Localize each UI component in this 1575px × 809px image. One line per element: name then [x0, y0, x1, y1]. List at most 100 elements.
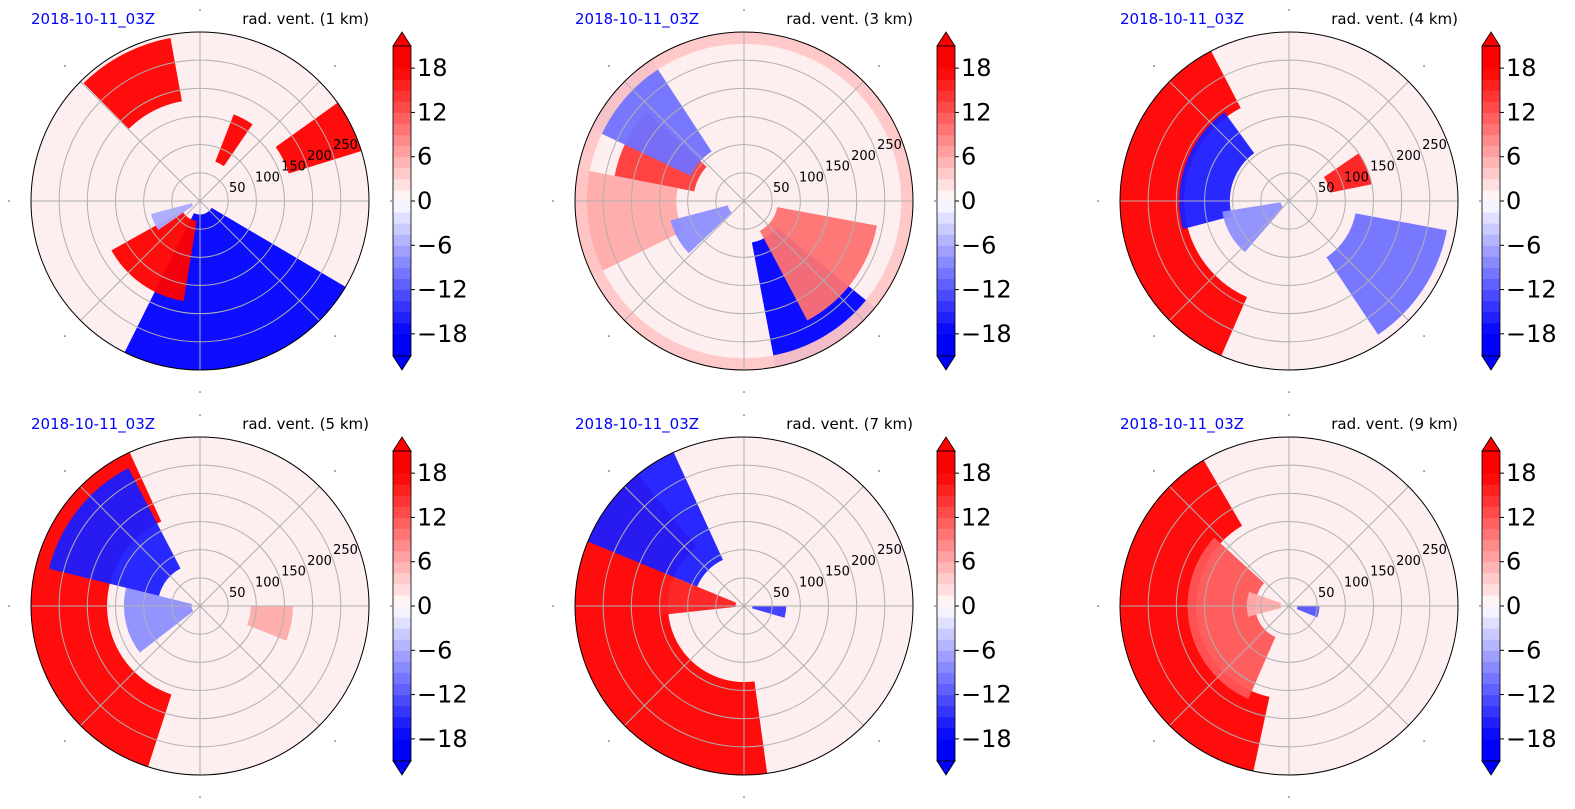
colorbar-segment [1482, 462, 1500, 474]
angular-tick-dot [552, 605, 554, 607]
colorbar-segment [393, 462, 411, 474]
colorbar-segment [937, 289, 955, 302]
colorbar-segment [1482, 167, 1500, 180]
colorbar-segment [1482, 749, 1500, 762]
colorbar-segment [1482, 672, 1500, 684]
colorbar-tick-label: 18 [1506, 54, 1537, 82]
colorbar-tick-label: −18 [417, 320, 468, 348]
angular-tick-dot [608, 740, 610, 742]
angular-tick-dot [1479, 200, 1481, 202]
colorbar-tick-label: 6 [961, 548, 976, 576]
colorbar-tick-label: 12 [961, 503, 992, 531]
angular-tick-dot [552, 200, 554, 202]
colorbar-segment [393, 650, 411, 662]
colorbar-segment [937, 333, 955, 346]
angular-tick-dot [1153, 335, 1155, 337]
angular-gridline [743, 200, 864, 321]
angular-gridline [1169, 486, 1290, 607]
colorbar-segment [393, 245, 411, 257]
colorbar-segment [937, 234, 955, 246]
colorbar-tick-label: 12 [1506, 503, 1537, 531]
contour-region-3 [575, 168, 684, 276]
colorbar-tick-label: −12 [961, 681, 1012, 709]
colorbar-segment [393, 539, 411, 552]
colorbar-segment [393, 101, 411, 113]
colorbar-tick-label: −6 [417, 636, 452, 664]
polar-frame [574, 436, 914, 776]
colorbar: 18 12 6 0 −6 −12 −18 [1481, 31, 1557, 371]
radial-tick-label: 250 [1422, 138, 1447, 153]
colorbar-tick-label: 0 [417, 187, 432, 215]
colorbar-segment [937, 672, 955, 684]
angular-tick-dot [1288, 9, 1290, 11]
contour-region-2 [1179, 112, 1255, 230]
colorbar-extend-max [1481, 31, 1501, 47]
colorbar-segment [1482, 738, 1500, 751]
colorbar-segment [393, 727, 411, 740]
angular-gridline [624, 486, 745, 607]
colorbar-segment [393, 495, 411, 507]
colorbar-segment [393, 267, 411, 279]
colorbar-tick-label: 0 [417, 592, 432, 620]
angular-tick-dot [1479, 605, 1481, 607]
contour-region-4 [247, 606, 293, 641]
colorbar-tick-label: −12 [1506, 276, 1557, 304]
colorbar-segment [937, 223, 955, 235]
colorbar-segment [1482, 90, 1500, 102]
colorbar-tick-label: 18 [417, 459, 448, 487]
contour-region-5 [111, 210, 197, 302]
colorbar-segment [937, 201, 955, 213]
colorbar-tick-label: −6 [417, 231, 452, 259]
colorbar-segment [1482, 716, 1500, 729]
angular-tick-dot [878, 740, 880, 742]
radial-tick-label: 250 [877, 138, 902, 153]
colorbar-segment [393, 506, 411, 518]
colorbar-segment [1482, 289, 1500, 302]
colorbar-segment [937, 506, 955, 518]
colorbar-segment [393, 112, 411, 124]
colorbar-segment [1482, 661, 1500, 673]
colorbar-tick-label: −18 [1506, 320, 1557, 348]
colorbar-segment [937, 727, 955, 740]
colorbar-segment [937, 245, 955, 257]
polar-frame [574, 31, 914, 371]
angular-tick-dot [64, 65, 66, 67]
colorbar-segment [1482, 189, 1500, 202]
angular-tick-dot [743, 9, 745, 11]
colorbar-extend-max [392, 31, 412, 47]
colorbar-segment [937, 189, 955, 202]
colorbar-segment [1482, 201, 1500, 213]
colorbar-segment [393, 694, 411, 707]
angular-tick-dot [743, 796, 745, 798]
date-label: 2018-10-11_03Z [1120, 415, 1244, 434]
colorbar-tick-label: 12 [417, 98, 448, 126]
colorbar-tick-label: 18 [417, 54, 448, 82]
colorbar-segment [1482, 694, 1500, 707]
angular-gridline [743, 81, 864, 202]
angular-tick-dot [878, 335, 880, 337]
angular-gridline [624, 81, 745, 202]
angular-tick-dot [934, 200, 936, 202]
colorbar-segment [937, 256, 955, 268]
colorbar-segment [1482, 278, 1500, 291]
colorbar-segment [1482, 68, 1500, 80]
colorbar-segment [1482, 683, 1500, 696]
colorbar-segment [393, 716, 411, 729]
colorbar-segment [1482, 322, 1500, 335]
angular-tick-dot [199, 414, 201, 416]
colorbar-segment [1482, 561, 1500, 574]
colorbar: 18 12 6 0 −6 −12 −18 [392, 436, 468, 776]
colorbar-extend-min [936, 760, 956, 776]
colorbar-tick-label: −6 [961, 231, 996, 259]
colorbar-segment [937, 167, 955, 180]
colorbar-segment [393, 451, 411, 463]
colorbar-tick-label: 6 [1506, 548, 1521, 576]
colorbar-segment [393, 90, 411, 102]
colorbar-segment [1482, 344, 1500, 357]
colorbar-segment [393, 223, 411, 235]
angular-gridline [80, 605, 201, 726]
colorbar-segment [393, 311, 411, 324]
